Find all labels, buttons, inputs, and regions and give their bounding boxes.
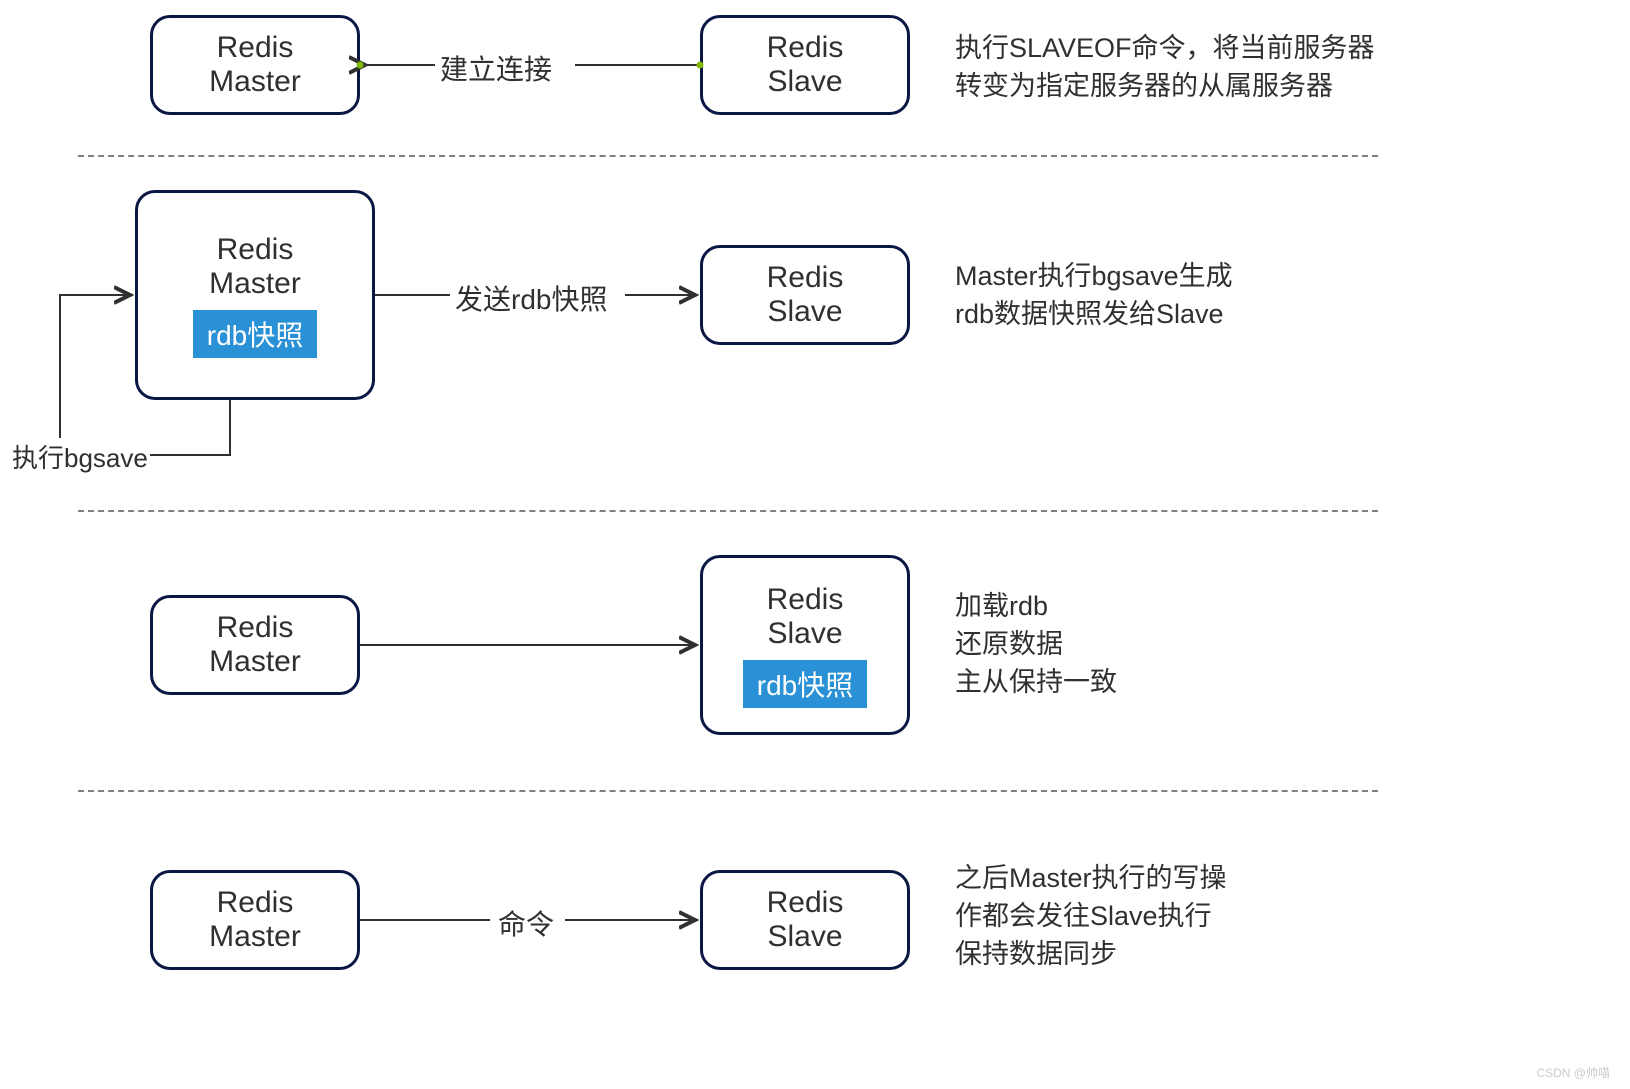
- s4-arrow: [0, 0, 1630, 1089]
- s4-desc: 之后Master执行的写操 作都会发往Slave执行 保持数据同步: [955, 860, 1227, 973]
- watermark: CSDN @帅喵: [1536, 1064, 1610, 1081]
- s4-arrow-label: 命令: [498, 903, 554, 943]
